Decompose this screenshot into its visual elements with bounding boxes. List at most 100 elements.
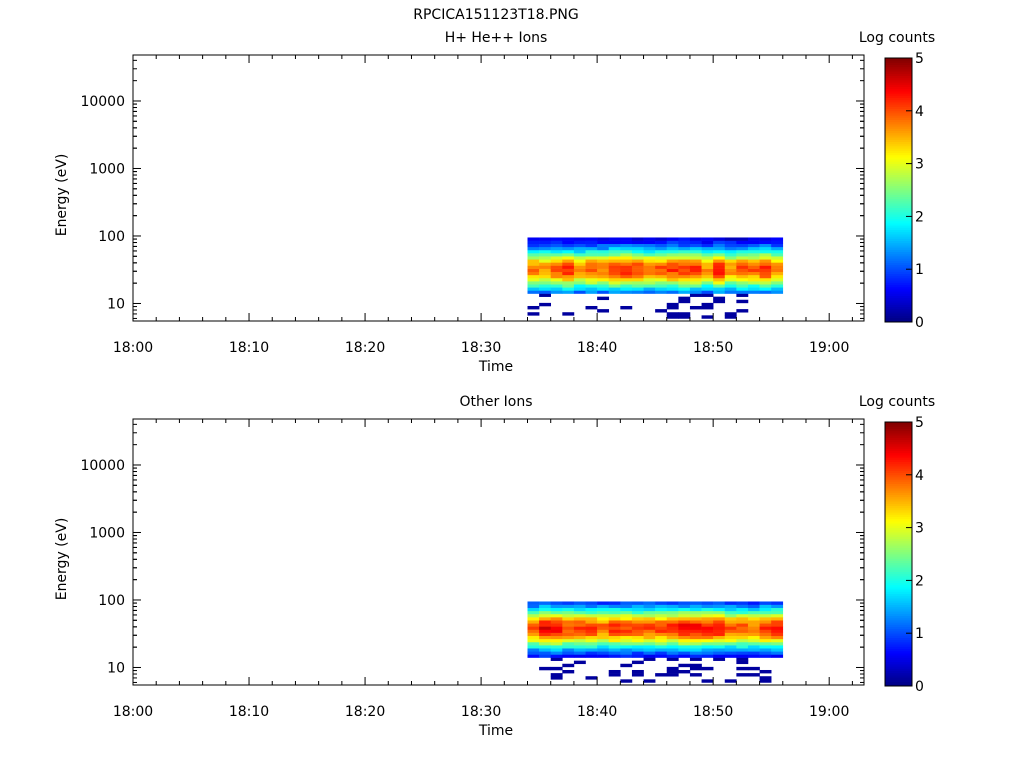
heatmap-cell bbox=[562, 645, 575, 649]
heatmap-cell bbox=[597, 287, 610, 291]
heatmap-cell bbox=[527, 243, 540, 248]
heatmap-cell bbox=[550, 243, 563, 248]
heatmap-cell bbox=[666, 620, 679, 624]
heatmap-cell bbox=[689, 287, 702, 291]
heatmap-cell bbox=[724, 259, 737, 263]
heatmap-cell bbox=[643, 601, 656, 605]
heatmap-cell bbox=[689, 265, 702, 269]
heatmap-cell bbox=[759, 676, 772, 680]
colorbar-swatch bbox=[885, 163, 912, 167]
heatmap-cell bbox=[655, 284, 668, 288]
heatmap-cell bbox=[713, 256, 726, 260]
colorbar-swatch bbox=[885, 148, 912, 151]
heatmap-cell bbox=[620, 256, 633, 260]
colorbar-swatch bbox=[885, 75, 912, 79]
heatmap-cell bbox=[562, 246, 575, 251]
heatmap-cell bbox=[736, 610, 749, 615]
heatmap-cell bbox=[759, 271, 772, 276]
heatmap-cell bbox=[597, 240, 610, 245]
heatmap-cell bbox=[527, 638, 540, 643]
colorbar-swatch bbox=[885, 481, 912, 484]
heatmap-cell bbox=[701, 626, 714, 630]
heatmap-cell bbox=[759, 645, 772, 649]
heatmap-cell bbox=[747, 648, 760, 652]
heatmap-cell bbox=[678, 237, 691, 241]
colorbar-swatch bbox=[885, 227, 912, 230]
heatmap-cell bbox=[527, 284, 540, 288]
colorbar-swatch bbox=[885, 108, 912, 112]
heatmap-cell bbox=[747, 610, 760, 615]
heatmap-cell bbox=[747, 246, 760, 251]
heatmap-cell bbox=[539, 601, 552, 605]
heatmap-cell bbox=[562, 654, 575, 658]
heatmap-cell bbox=[701, 281, 714, 285]
colorbar-swatch bbox=[885, 187, 912, 191]
heatmap-cell bbox=[620, 626, 633, 630]
heatmap-cells bbox=[527, 237, 784, 319]
colorbar-swatch bbox=[885, 580, 912, 583]
heatmap-cell bbox=[527, 613, 540, 618]
heatmap-cell bbox=[550, 262, 563, 266]
heatmap-cell bbox=[736, 293, 749, 297]
heatmap-cell bbox=[771, 271, 784, 276]
colorbar-swatch bbox=[885, 426, 912, 429]
heatmap-cell bbox=[655, 638, 668, 643]
heatmap-cell bbox=[631, 246, 644, 251]
colorbar: 0 1 2 3 4 5 bbox=[884, 51, 924, 331]
heatmap-cell bbox=[573, 290, 586, 294]
colorbar-frame bbox=[884, 57, 913, 323]
heatmap-cell bbox=[771, 274, 784, 279]
heatmap-cell bbox=[701, 305, 714, 310]
heatmap-cell bbox=[736, 243, 749, 248]
heatmap-cell bbox=[597, 290, 610, 294]
heatmap-cell bbox=[608, 240, 621, 245]
colorbar-swatch bbox=[885, 483, 912, 487]
heatmap-cell bbox=[631, 265, 644, 269]
heatmap-cell bbox=[562, 613, 575, 618]
heatmap-cell bbox=[736, 629, 749, 633]
colorbar-swatch bbox=[885, 617, 912, 621]
colorbar-swatch bbox=[885, 479, 912, 482]
colorbar-swatch bbox=[885, 306, 912, 310]
colorbar-swatch bbox=[885, 317, 912, 321]
heatmap-cell bbox=[539, 641, 552, 646]
heatmap-cell bbox=[724, 249, 737, 254]
colorbar-swatch bbox=[885, 121, 912, 125]
heatmap-cell bbox=[771, 268, 784, 273]
heatmap-cell bbox=[655, 281, 668, 285]
heatmap-cell bbox=[550, 651, 563, 655]
heatmap-cell bbox=[724, 617, 737, 621]
colorbar-swatch bbox=[885, 225, 912, 228]
heatmap-cell bbox=[608, 623, 621, 627]
colorbar-swatch bbox=[885, 534, 912, 537]
heatmap-cell bbox=[550, 676, 563, 680]
heatmap-cell bbox=[701, 635, 714, 640]
heatmap-cell bbox=[562, 256, 575, 260]
heatmap-cell bbox=[724, 629, 737, 633]
colorbar-swatch bbox=[885, 168, 912, 171]
plot-frame bbox=[132, 418, 865, 686]
colorbar-swatch bbox=[885, 668, 912, 671]
heatmap-cell bbox=[631, 635, 644, 640]
heatmap-cell bbox=[724, 632, 737, 637]
colorbar-swatch bbox=[885, 639, 912, 643]
heatmap-cell bbox=[747, 265, 760, 269]
heatmap-cell bbox=[724, 604, 737, 609]
heatmap-cell bbox=[678, 604, 691, 609]
heatmap-cell bbox=[759, 284, 772, 288]
heatmap-cell bbox=[689, 663, 702, 668]
heatmap-cell bbox=[585, 256, 598, 260]
heatmap-cell bbox=[655, 673, 668, 677]
heatmap-cell bbox=[736, 617, 749, 621]
x-tick-label: 18:00 bbox=[113, 340, 153, 356]
heatmap-cell bbox=[608, 262, 621, 266]
heatmap-cell bbox=[527, 253, 540, 257]
colorbar-swatch bbox=[885, 547, 912, 550]
heatmap-cell bbox=[620, 262, 633, 266]
heatmap-cell bbox=[771, 601, 784, 605]
colorbar-tick-label: 5 bbox=[915, 51, 924, 67]
heatmap-cell bbox=[597, 284, 610, 288]
heatmap-cell bbox=[573, 607, 586, 612]
heatmap-cell bbox=[689, 654, 702, 658]
heatmap-cell bbox=[631, 237, 644, 241]
